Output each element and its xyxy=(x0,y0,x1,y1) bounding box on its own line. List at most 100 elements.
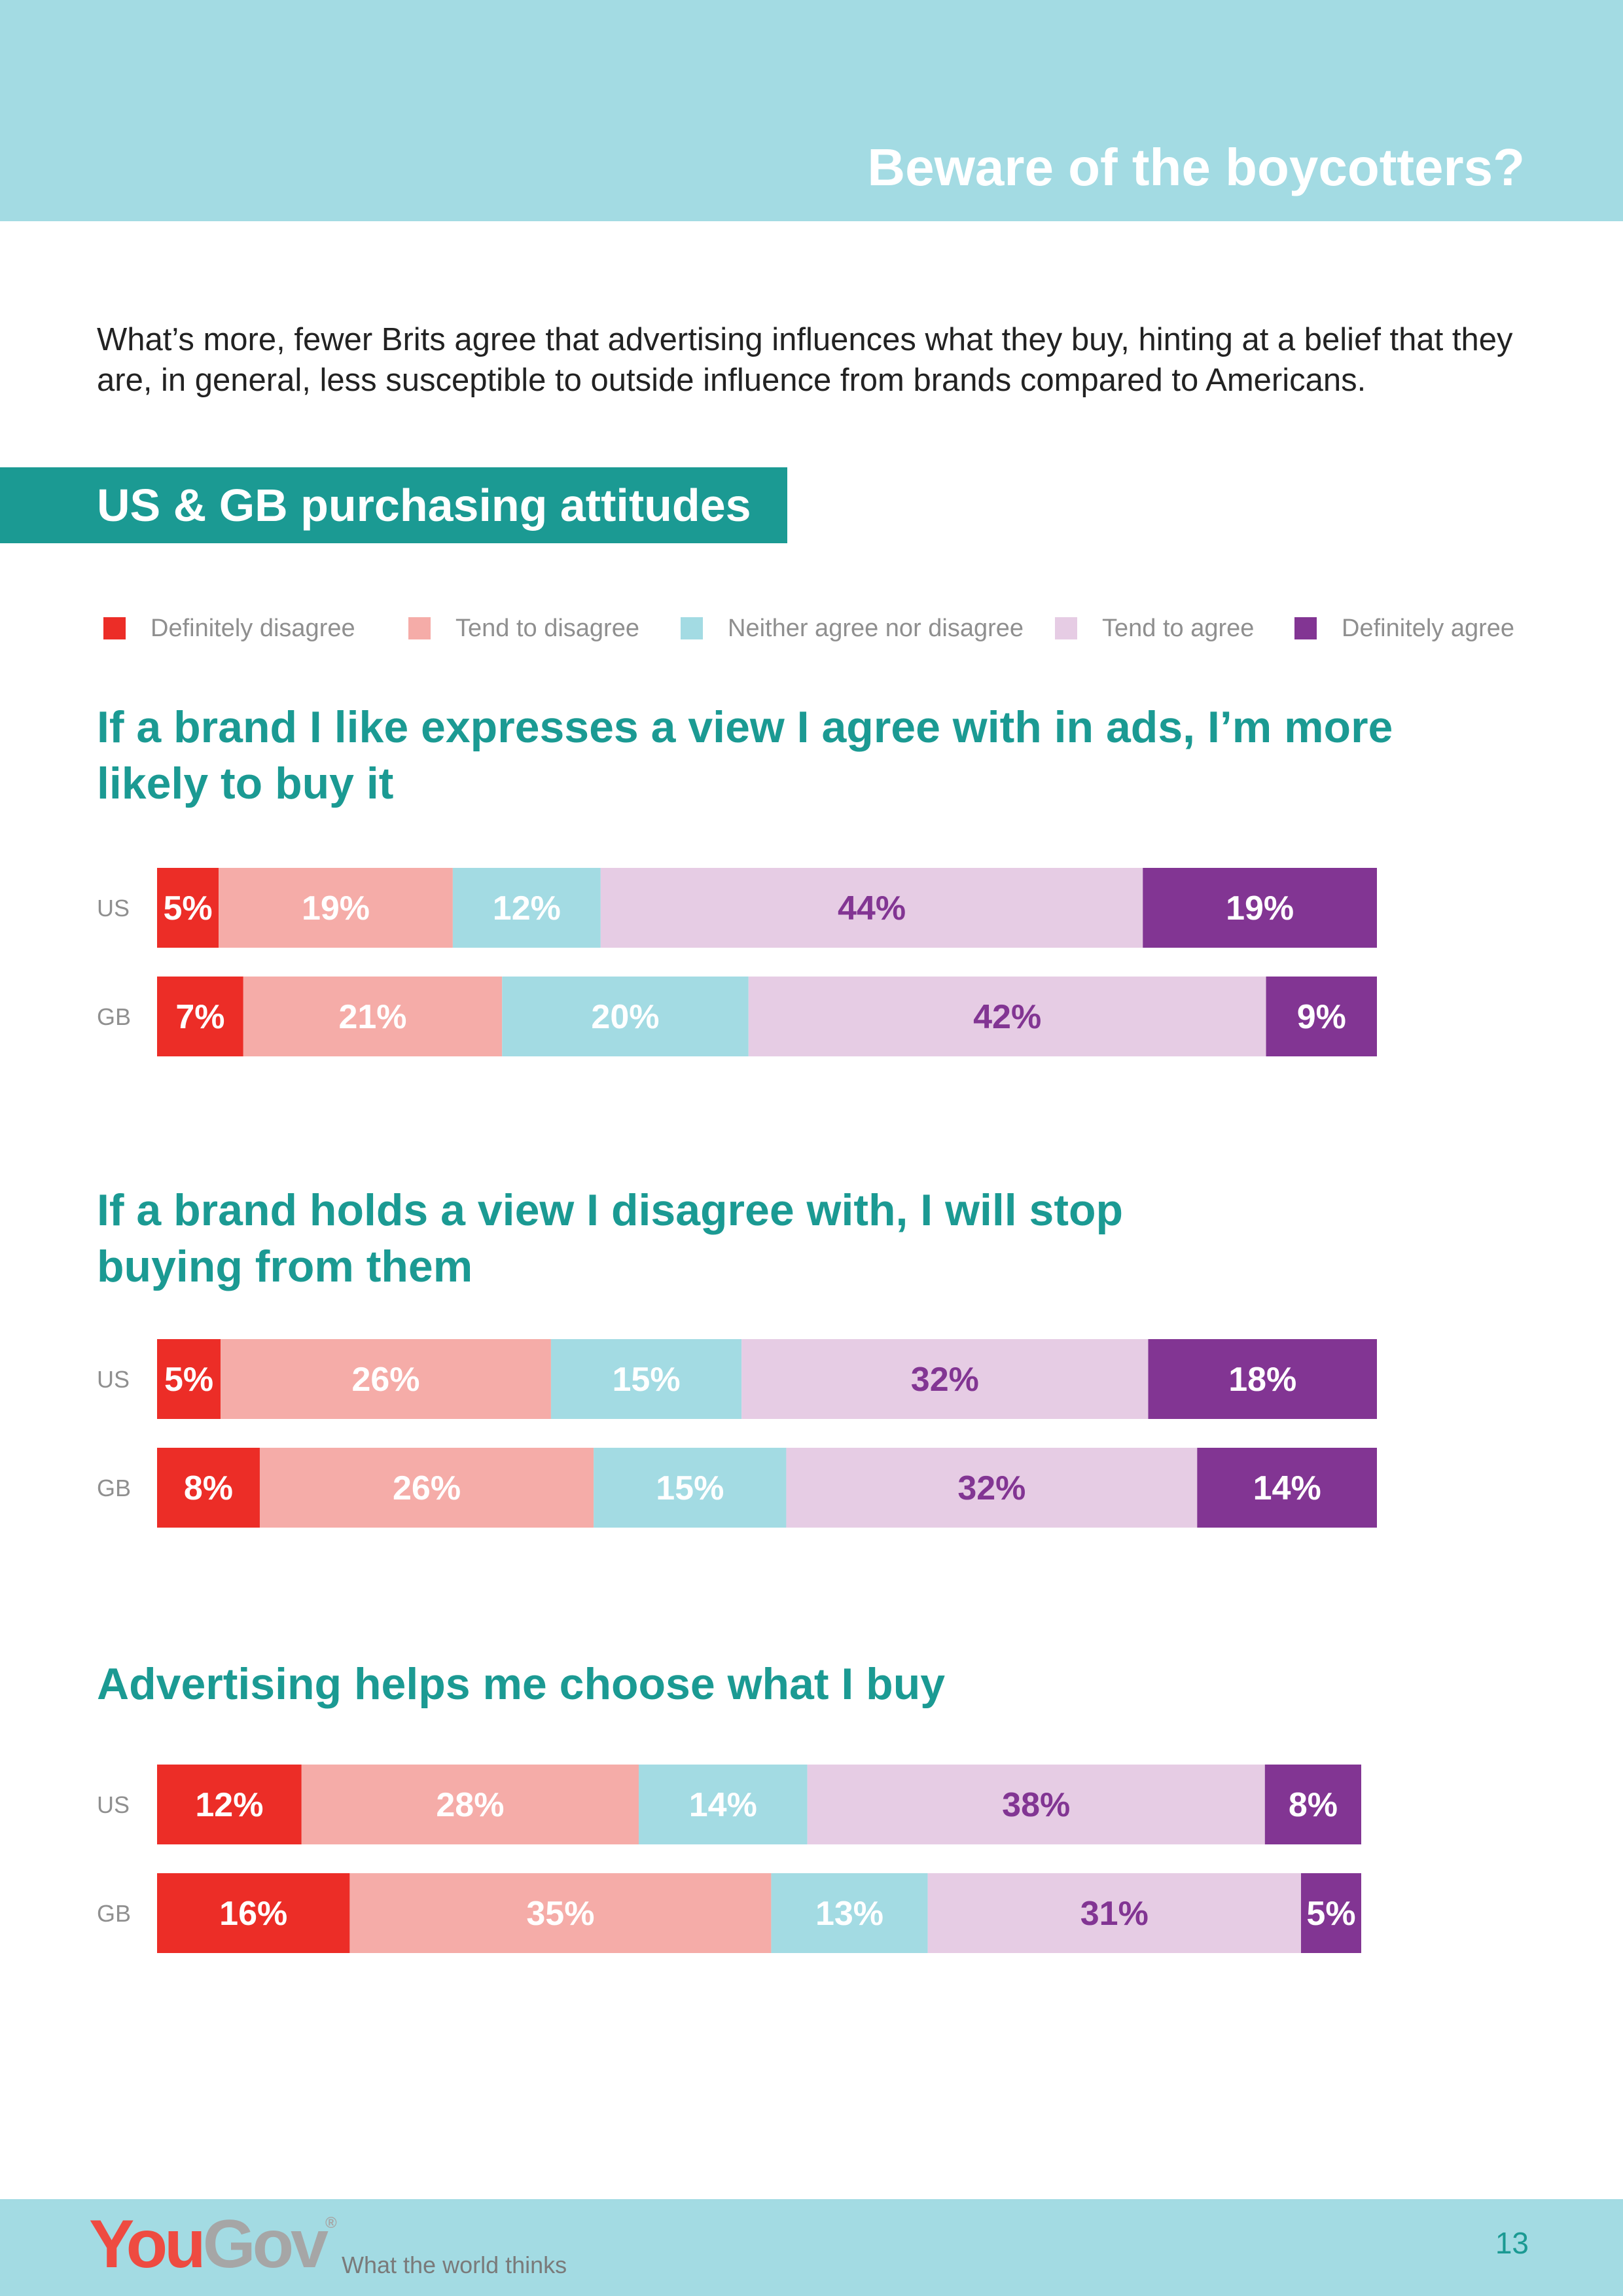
data-label-gb-tend-to-disagree: 35% xyxy=(526,1895,594,1933)
data-label-us-tend-to-agree: 38% xyxy=(1002,1786,1070,1824)
bar-segment-gb-definitely-agree xyxy=(1266,977,1377,1056)
bar-segment-gb-neither-agree-nor-disagree xyxy=(771,1873,928,1953)
legend-item-definitely-disagree: Definitely disagree xyxy=(103,612,355,645)
bar-segment-gb-definitely-agree xyxy=(1197,1448,1377,1528)
data-label-us-tend-to-disagree: 19% xyxy=(302,889,370,927)
bar-segment-gb-tend-to-agree xyxy=(748,977,1266,1056)
bar-segment-us-definitely-disagree xyxy=(157,1765,302,1844)
category-label-us: US xyxy=(97,1791,130,1818)
data-label-us-tend-to-disagree: 28% xyxy=(436,1786,504,1824)
legend-label: Definitely disagree xyxy=(151,614,355,642)
data-label-gb-definitely-agree: 5% xyxy=(1306,1895,1355,1933)
bar-segment-gb-neither-agree-nor-disagree xyxy=(594,1448,787,1528)
chart-title-3: Advertising helps me choose what I buy xyxy=(97,1659,946,1709)
category-label-gb: GB xyxy=(97,1900,131,1927)
stacked-bar-chart-brand-agree: US 5% 19% 12% 44% 19% GB 7% 21% 20% 42% 9% xyxy=(97,868,1377,1056)
bar-segment-us-definitely-agree xyxy=(1148,1339,1377,1419)
bar-segment-gb-tend-to-disagree xyxy=(243,977,503,1056)
data-label-us-definitely-disagree: 5% xyxy=(164,1361,213,1399)
data-label-us-definitely-agree: 8% xyxy=(1289,1786,1338,1824)
data-label-gb-definitely-disagree: 7% xyxy=(175,998,224,1036)
data-label-gb-definitely-agree: 14% xyxy=(1253,1469,1321,1507)
data-label-gb-tend-to-disagree: 21% xyxy=(338,998,406,1036)
bar-segment-us-tend-to-disagree xyxy=(219,868,453,948)
legend-label: Neither agree nor disagree xyxy=(728,614,1024,642)
legend-label: Definitely agree xyxy=(1342,614,1515,642)
data-label-us-neither-agree-nor-disagree: 12% xyxy=(493,889,561,927)
bar-segment-us-neither-agree-nor-disagree xyxy=(452,868,601,948)
bar-segment-us-definitely-agree xyxy=(1143,868,1377,948)
data-label-us-definitely-disagree: 12% xyxy=(195,1786,263,1824)
data-label-gb-tend-to-agree: 32% xyxy=(957,1469,1026,1507)
intro-paragraph: What’s more, fewer Brits agree that adve… xyxy=(97,322,1513,398)
legend-swatch xyxy=(681,617,703,639)
category-label-us: US xyxy=(97,1366,130,1393)
legend-item-definitely-agree: Definitely agree xyxy=(1294,612,1514,645)
legend-swatch xyxy=(1055,617,1077,639)
top-banner: Beware of the boycotters? xyxy=(0,0,1623,221)
data-label-us-neither-agree-nor-disagree: 15% xyxy=(613,1361,681,1399)
bar-segment-gb-tend-to-disagree xyxy=(349,1873,772,1953)
page-number: 13 xyxy=(1495,2226,1529,2260)
bar-segment-gb-neither-agree-nor-disagree xyxy=(502,977,749,1056)
bar-segment-gb-definitely-disagree xyxy=(157,1873,350,1953)
data-label-gb-neither-agree-nor-disagree: 15% xyxy=(656,1469,724,1507)
chart-legend: Definitely disagree Tend to disagree Nei… xyxy=(0,612,1623,645)
data-label-gb-tend-to-agree: 42% xyxy=(973,998,1041,1036)
chart-title-1: If a brand I like expresses a view I agr… xyxy=(97,702,1393,808)
bar-segment-gb-definitely-agree xyxy=(1301,1873,1361,1953)
legend-swatch xyxy=(1294,617,1317,639)
data-label-us-neither-agree-nor-disagree: 14% xyxy=(689,1786,757,1824)
footer: YouGov® What the world thinks 13 xyxy=(0,2199,1623,2296)
tagline: What the world thinks xyxy=(342,2251,567,2278)
logo-gov: Gov xyxy=(202,2206,329,2282)
data-label-gb-definitely-agree: 9% xyxy=(1297,998,1346,1036)
data-label-us-tend-to-agree: 44% xyxy=(838,889,906,927)
data-label-us-definitely-agree: 19% xyxy=(1226,889,1294,927)
data-label-gb-neither-agree-nor-disagree: 20% xyxy=(591,998,659,1036)
legend-label: Tend to disagree xyxy=(455,614,639,642)
data-label-us-tend-to-agree: 32% xyxy=(911,1361,979,1399)
category-label-us: US xyxy=(97,895,130,922)
section-title: US & GB purchasing attitudes xyxy=(97,480,751,531)
stacked-bar-chart-advertising: US 12% 28% 14% 38% 8% GB 16% 35% 13% 31% 5% xyxy=(97,1765,1361,1953)
legend-label: Tend to agree xyxy=(1102,614,1255,642)
data-label-gb-tend-to-agree: 31% xyxy=(1080,1895,1149,1933)
bar-segment-us-definitely-disagree xyxy=(157,1339,221,1419)
bar-segment-us-tend-to-agree xyxy=(600,868,1143,948)
yougov-logo: YouGov® xyxy=(89,2206,337,2284)
bar-segment-us-definitely-disagree xyxy=(157,868,219,948)
logo-you: You xyxy=(89,2206,206,2282)
chart-title-2: If a brand holds a view I disagree with,… xyxy=(97,1185,1124,1291)
bar-segment-gb-tend-to-agree xyxy=(927,1873,1301,1953)
legend-item-tend-to-disagree: Tend to disagree xyxy=(408,612,639,645)
legend-swatch xyxy=(408,617,431,639)
legend-swatch xyxy=(103,617,126,639)
bar-segment-gb-tend-to-disagree xyxy=(259,1448,594,1528)
bar-segment-us-neither-agree-nor-disagree xyxy=(639,1765,808,1844)
data-label-gb-tend-to-disagree: 26% xyxy=(393,1469,461,1507)
bar-segment-us-neither-agree-nor-disagree xyxy=(550,1339,742,1419)
category-label-gb: GB xyxy=(97,1475,131,1501)
section-heading-band: US & GB purchasing attitudes xyxy=(0,467,787,543)
data-label-us-definitely-disagree: 5% xyxy=(163,889,212,927)
bar-segment-us-tend-to-disagree xyxy=(221,1339,551,1419)
stacked-bar-chart-brand-disagree: US 5% 26% 15% 32% 18% GB 8% 26% 15% 32% 14% xyxy=(97,1339,1377,1528)
bar-segment-gb-definitely-disagree xyxy=(157,1448,260,1528)
page-title: Beware of the boycotters? xyxy=(867,138,1525,196)
bar-segment-us-definitely-agree xyxy=(1264,1765,1361,1844)
data-label-gb-neither-agree-nor-disagree: 13% xyxy=(815,1895,883,1933)
data-label-us-tend-to-disagree: 26% xyxy=(351,1361,419,1399)
bar-segment-us-tend-to-disagree xyxy=(301,1765,639,1844)
logo-registered-mark: ® xyxy=(325,2214,337,2232)
data-label-us-definitely-agree: 18% xyxy=(1228,1361,1296,1399)
bar-segment-us-tend-to-agree xyxy=(807,1765,1265,1844)
legend-item-neither: Neither agree nor disagree xyxy=(681,612,1024,645)
legend-item-tend-to-agree: Tend to agree xyxy=(1055,612,1254,645)
bar-segment-gb-tend-to-agree xyxy=(786,1448,1198,1528)
category-label-gb: GB xyxy=(97,1003,131,1030)
data-label-gb-definitely-disagree: 16% xyxy=(219,1895,287,1933)
bar-segment-us-tend-to-agree xyxy=(741,1339,1149,1419)
data-label-gb-definitely-disagree: 8% xyxy=(184,1469,233,1507)
